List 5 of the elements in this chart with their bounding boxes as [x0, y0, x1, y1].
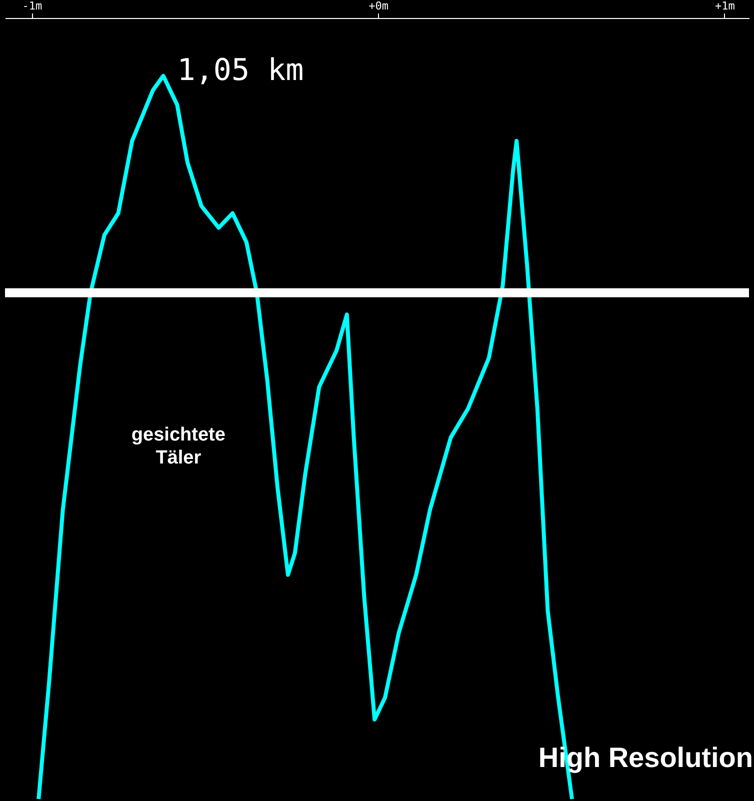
annotation: 1,05 km — [177, 52, 304, 88]
x-tick-label: +1m — [714, 0, 736, 12]
x-tick-label: -1m — [22, 0, 42, 12]
annotation: gesichtete Täler — [131, 424, 226, 469]
x-tick-label: +0m — [368, 0, 389, 12]
